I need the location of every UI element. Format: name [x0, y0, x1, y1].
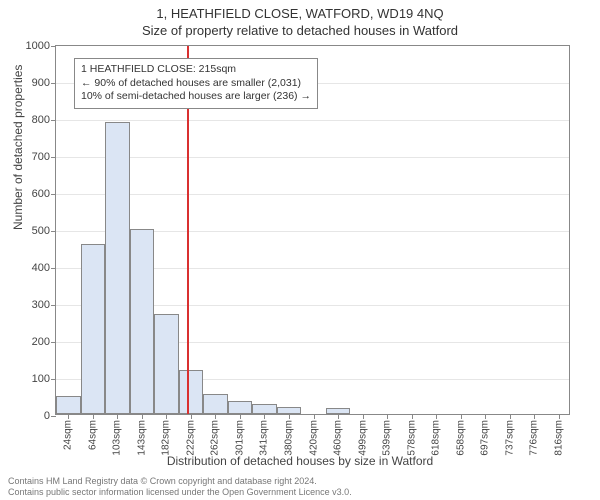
y-tick-label: 500 [32, 225, 50, 237]
y-axis-label: Number of detached properties [11, 65, 25, 230]
x-tick-label: 262sqm [210, 420, 221, 456]
annotation-line2: ← 90% of detached houses are smaller (2,… [81, 77, 311, 91]
x-tick-label: 301sqm [234, 420, 245, 456]
x-tick-mark [68, 414, 69, 419]
annotation-line3: 10% of semi-detached houses are larger (… [81, 90, 311, 104]
x-tick-mark [412, 414, 413, 419]
x-tick-mark [485, 414, 486, 419]
x-tick-label: 24sqm [63, 420, 74, 450]
y-tick-mark [51, 268, 56, 269]
y-tick-label: 0 [44, 410, 50, 422]
x-tick-mark [166, 414, 167, 419]
x-tick-mark [510, 414, 511, 419]
x-tick-mark [559, 414, 560, 419]
y-tick-label: 600 [32, 188, 50, 200]
y-tick-label: 800 [32, 114, 50, 126]
x-tick-label: 460sqm [333, 420, 344, 456]
y-tick-mark [51, 342, 56, 343]
x-tick-mark [534, 414, 535, 419]
y-tick-label: 900 [32, 77, 50, 89]
histogram-bar [277, 407, 302, 414]
gridline [56, 157, 569, 158]
y-tick-mark [51, 416, 56, 417]
x-tick-label: 618sqm [431, 420, 442, 456]
histogram-bar [179, 370, 204, 414]
x-tick-label: 341sqm [259, 420, 270, 456]
x-tick-mark [363, 414, 364, 419]
x-tick-mark [93, 414, 94, 419]
x-tick-label: 578sqm [406, 420, 417, 456]
x-tick-mark [314, 414, 315, 419]
footer-line2: Contains public sector information licen… [8, 487, 352, 498]
chart-title: 1, HEATHFIELD CLOSE, WATFORD, WD19 4NQ [0, 0, 600, 21]
histogram-bar [203, 394, 228, 414]
x-tick-mark [117, 414, 118, 419]
y-tick-label: 100 [32, 373, 50, 385]
x-tick-label: 697sqm [480, 420, 491, 456]
plot-area: 0100200300400500600700800900100024sqm64s… [55, 45, 570, 415]
x-tick-mark [338, 414, 339, 419]
histogram-bar [130, 229, 155, 414]
annotation-line1: 1 HEATHFIELD CLOSE: 215sqm [81, 63, 311, 77]
x-tick-label: 143sqm [136, 420, 147, 456]
x-tick-label: 737sqm [504, 420, 515, 456]
x-tick-label: 816sqm [553, 420, 564, 456]
y-tick-mark [51, 379, 56, 380]
footer-line1: Contains HM Land Registry data © Crown c… [8, 476, 352, 487]
gridline [56, 120, 569, 121]
x-tick-label: 499sqm [357, 420, 368, 456]
histogram-bar [81, 244, 106, 414]
histogram-bar [105, 122, 130, 414]
histogram-bar [154, 314, 179, 414]
x-tick-mark [142, 414, 143, 419]
x-tick-label: 539sqm [382, 420, 393, 456]
x-tick-mark [215, 414, 216, 419]
x-tick-label: 420sqm [308, 420, 319, 456]
y-tick-label: 200 [32, 336, 50, 348]
y-tick-mark [51, 231, 56, 232]
x-tick-label: 103sqm [112, 420, 123, 456]
histogram-bar [56, 396, 81, 415]
x-tick-mark [436, 414, 437, 419]
y-tick-label: 700 [32, 151, 50, 163]
x-axis-label: Distribution of detached houses by size … [0, 454, 600, 468]
x-tick-label: 182sqm [161, 420, 172, 456]
footer-text: Contains HM Land Registry data © Crown c… [8, 476, 352, 499]
x-tick-mark [289, 414, 290, 419]
histogram-bar [228, 401, 253, 414]
x-tick-label: 222sqm [185, 420, 196, 456]
x-tick-label: 776sqm [529, 420, 540, 456]
y-tick-mark [51, 157, 56, 158]
x-tick-label: 64sqm [87, 420, 98, 450]
y-tick-mark [51, 194, 56, 195]
y-tick-label: 300 [32, 299, 50, 311]
x-tick-label: 380sqm [283, 420, 294, 456]
x-tick-mark [461, 414, 462, 419]
x-tick-mark [387, 414, 388, 419]
x-tick-mark [240, 414, 241, 419]
gridline [56, 194, 569, 195]
y-tick-mark [51, 120, 56, 121]
histogram-bar [252, 404, 277, 414]
y-tick-mark [51, 46, 56, 47]
x-tick-label: 658sqm [455, 420, 466, 456]
y-tick-label: 400 [32, 262, 50, 274]
chart-subtitle: Size of property relative to detached ho… [0, 21, 600, 38]
annotation-box: 1 HEATHFIELD CLOSE: 215sqm ← 90% of deta… [74, 58, 318, 109]
x-tick-mark [191, 414, 192, 419]
chart-container: 1, HEATHFIELD CLOSE, WATFORD, WD19 4NQ S… [0, 0, 600, 500]
y-tick-mark [51, 83, 56, 84]
y-tick-label: 1000 [26, 40, 50, 52]
x-tick-mark [264, 414, 265, 419]
y-tick-mark [51, 305, 56, 306]
